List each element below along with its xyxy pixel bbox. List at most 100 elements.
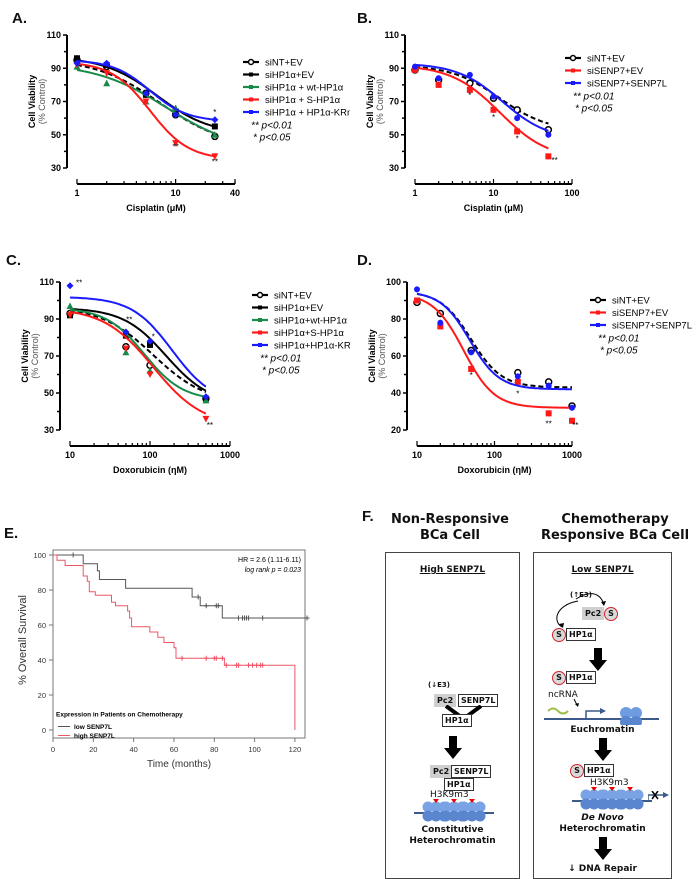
nucleosome — [598, 789, 610, 801]
legend-marker — [258, 343, 262, 347]
data-point — [202, 415, 210, 423]
y-tick-label: 60 — [391, 351, 401, 361]
nucleosome-array-icon — [414, 799, 494, 822]
right-column-title: Chemotherapy Responsive BCa Cell — [535, 512, 695, 544]
low-senp7l-label: Low SENP7L — [571, 565, 634, 575]
significance-annotation: * — [470, 371, 473, 380]
nucleosome — [632, 798, 644, 810]
data-point — [514, 378, 521, 385]
x-tick-label: 10 — [65, 450, 75, 460]
y-tick-label: 80 — [391, 314, 401, 324]
hp1a-sumo-box: HP1α — [566, 628, 596, 641]
nucleosome — [440, 801, 452, 813]
significance-annotation: ** — [546, 419, 552, 428]
censor-mark — [304, 615, 310, 621]
methyl-mark-icon — [451, 799, 457, 803]
significance-annotation: ** — [76, 279, 82, 288]
y-axis-label: Cell Viability — [367, 329, 377, 382]
fit-curve-2 — [416, 292, 572, 391]
legend-marker — [571, 81, 575, 85]
fit-curve-3 — [76, 62, 216, 158]
significance-legend: ** p<0.01 — [251, 121, 292, 132]
data-point — [103, 70, 111, 77]
significance-annotation: * — [516, 134, 519, 143]
data-point — [545, 131, 552, 138]
x-tick-label: 40 — [230, 188, 240, 198]
x-tick-label: 120 — [289, 745, 302, 754]
data-point — [468, 365, 475, 372]
fit-curve-4 — [69, 296, 207, 388]
legend-marker — [258, 305, 262, 310]
legend-label: siSENP7+EV — [612, 308, 669, 319]
nucleosome — [458, 801, 470, 813]
significance-legend: ** p<0.01 — [260, 354, 301, 365]
data-point — [545, 410, 552, 417]
e3-up-label: (↑E3) — [570, 591, 592, 599]
significance-legend: ** p<0.01 — [598, 334, 639, 345]
legend-label: siHP1α+EV — [274, 303, 324, 314]
sumo-icon: S — [552, 628, 566, 642]
x-tick-label: 1000 — [562, 450, 582, 460]
data-point — [514, 128, 521, 135]
dna-repair-label: ↓ DNA Repair — [568, 864, 637, 874]
y-tick-label: 110 — [39, 277, 54, 287]
panel-f-diagram: Non-Responsive BCa Cell Chemotherapy Res… — [360, 500, 700, 879]
nucleosome — [588, 798, 600, 810]
panel-label-e: E. — [4, 525, 19, 542]
data-point — [66, 312, 74, 319]
significance-legend: * p<0.05 — [575, 104, 613, 115]
legend-label: siHP1α + HP1α-KRm — [265, 108, 350, 119]
data-point — [468, 349, 475, 356]
y-tick-label: 70 — [389, 97, 399, 107]
y-tick-label: 30 — [44, 425, 54, 435]
data-point — [435, 75, 442, 82]
euchromatin-icon — [544, 698, 659, 725]
data-point — [466, 71, 473, 78]
data-point — [514, 373, 521, 380]
significance-annotation: ** — [572, 421, 578, 430]
data-point — [466, 86, 473, 93]
x-tick-label: 20 — [89, 745, 97, 754]
down-arrow-icon — [594, 837, 612, 860]
data-point — [414, 297, 420, 304]
sumoylation-arrows-icon — [556, 593, 606, 628]
down-arrow-icon — [444, 736, 462, 759]
high-senp7l-label: High SENP7L — [419, 565, 486, 575]
legend-marker — [594, 296, 602, 304]
y-tick-label: 100 — [386, 277, 401, 287]
data-point — [146, 371, 154, 378]
x-tick-label: 80 — [210, 745, 218, 754]
y-axis-sublabel: (% Control) — [37, 79, 47, 125]
panel-label-b: B. — [357, 10, 372, 27]
chart-e-kaplan-meier: 0 20 40 60 80 100 0 20 40 60 80 100 120 Time (months)… — [17, 549, 310, 770]
y-tick-label: 30 — [389, 163, 399, 173]
legend-label: siSENP7+SENP7L — [612, 321, 692, 332]
legend-marker — [258, 318, 262, 322]
censor-mark — [215, 603, 221, 609]
nucleosome-array-icon — [572, 787, 652, 810]
chart-d-doxorubicin-senp7: 20 40 60 80 100 10 100 1000 Doxorubicin (ηM) Cell… — [367, 277, 692, 475]
x-tick-label: 10 — [412, 450, 422, 460]
censor-mark — [223, 662, 229, 668]
legend-marker — [249, 85, 253, 89]
y-axis-sublabel: (% Control) — [377, 333, 387, 379]
data-point — [147, 341, 153, 348]
censor-mark — [219, 655, 225, 661]
left-column-title: Non-Responsive BCa Cell — [380, 512, 520, 544]
y-tick-label: 30 — [51, 163, 61, 173]
methyl-mark-icon — [469, 799, 475, 803]
y-tick-label: 50 — [51, 130, 61, 140]
fit-curve-1 — [414, 66, 549, 150]
pc2-bound-box: Pc2 — [430, 765, 452, 778]
data-point — [437, 323, 444, 330]
y-tick-label: 50 — [44, 388, 54, 398]
significance-legend: * p<0.05 — [253, 133, 291, 144]
legend-marker — [569, 54, 577, 62]
x-tick-label: 1000 — [220, 450, 240, 460]
x-tick-label: 100 — [564, 188, 579, 198]
data-point — [74, 55, 80, 62]
x-tick-label: 1 — [74, 188, 79, 198]
significance-annotation: * — [152, 332, 155, 341]
nucleosome — [580, 798, 592, 810]
